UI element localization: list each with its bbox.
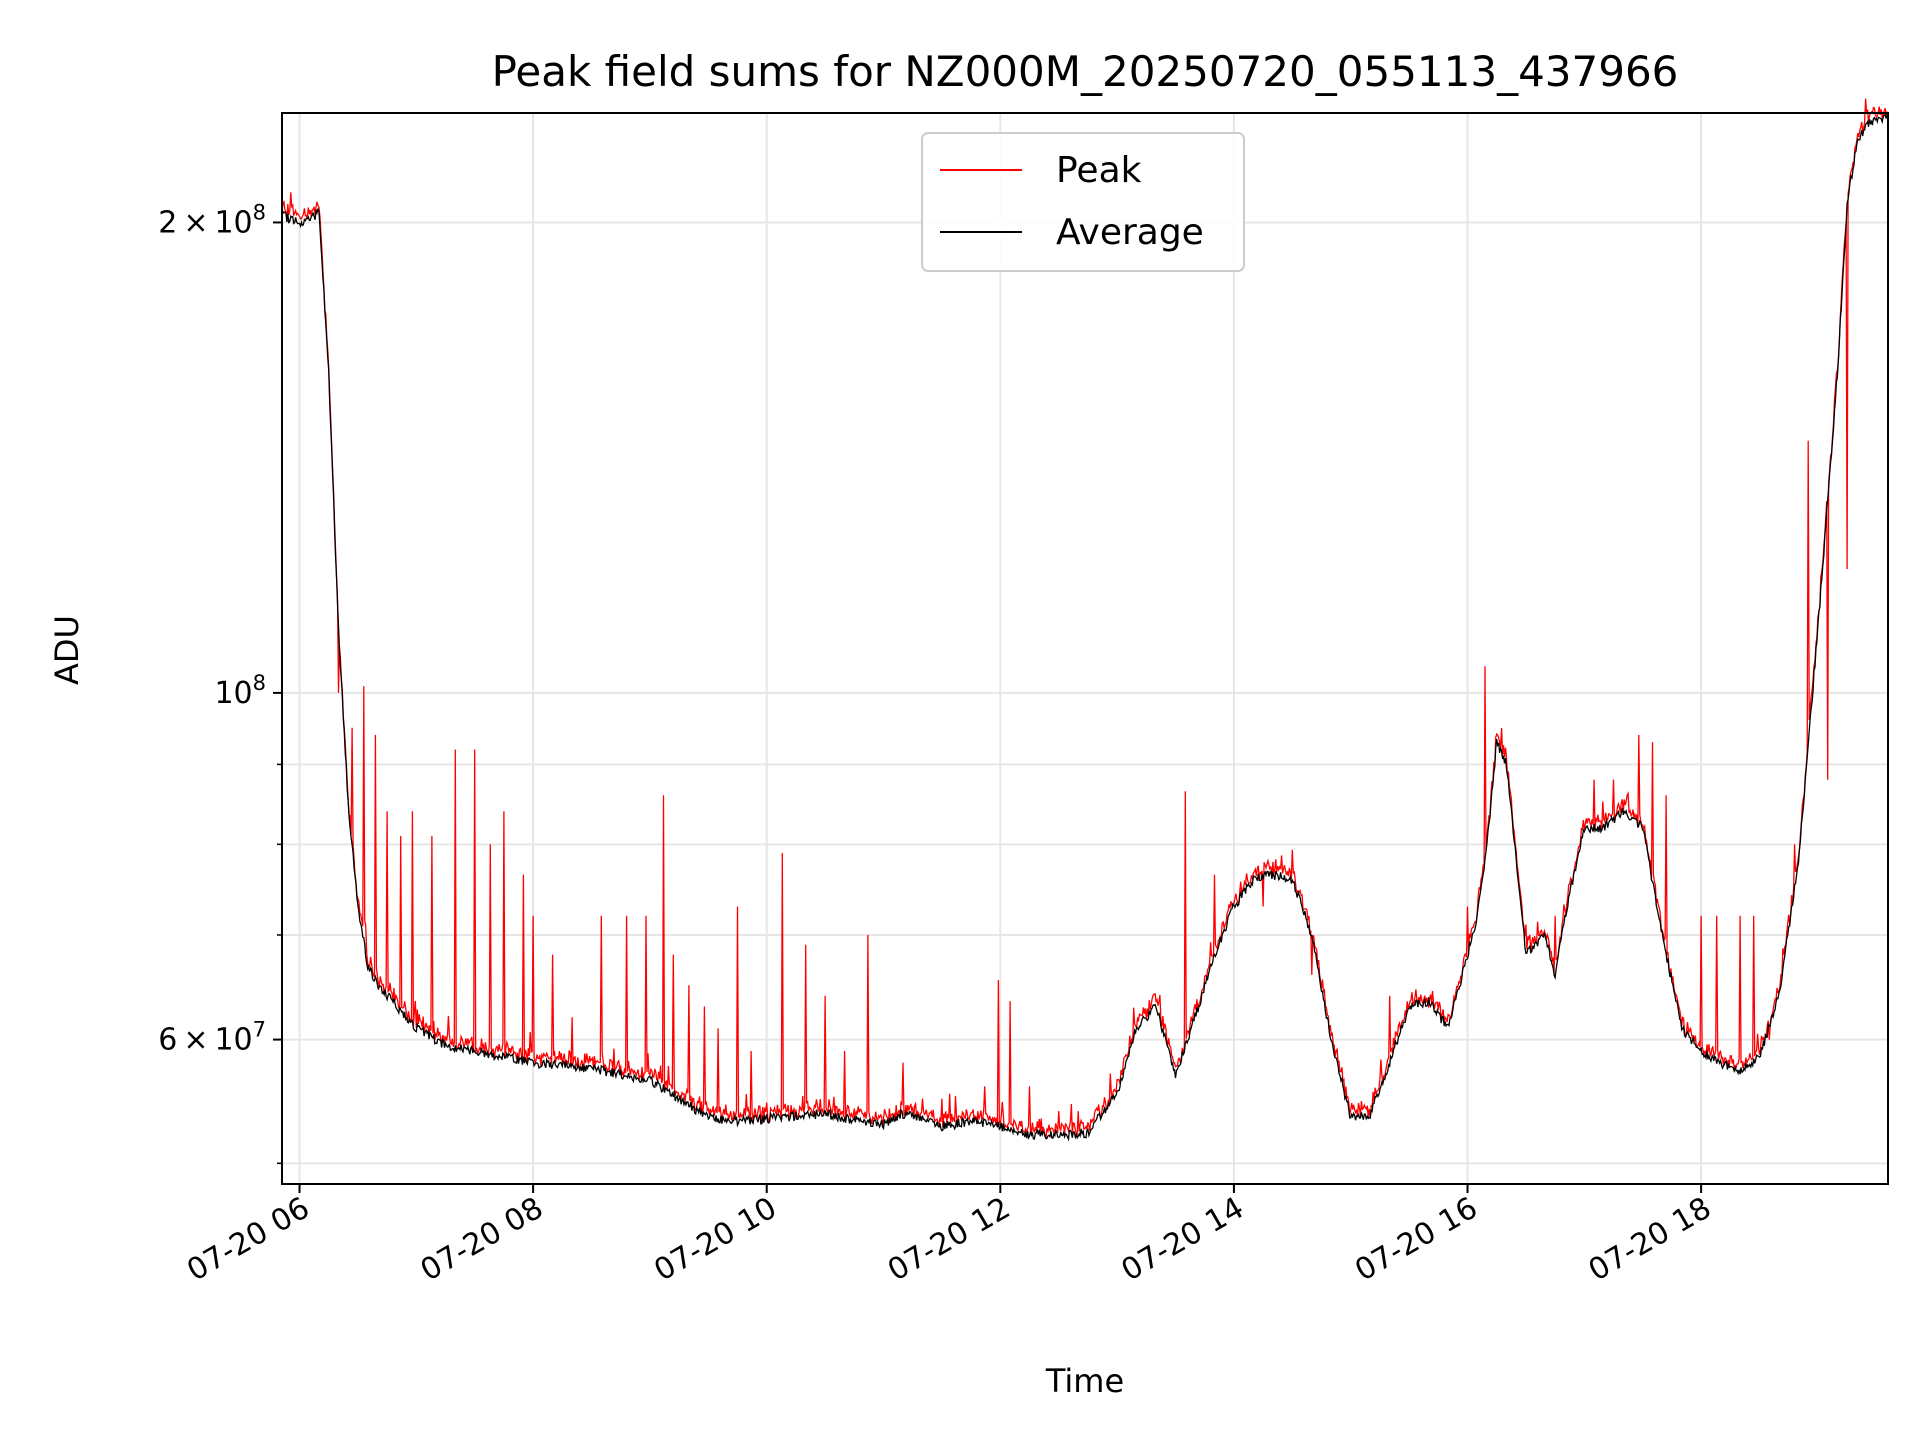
y-tick-label: 108 [214,671,266,711]
y-tick-label: 6 × 107 [158,1018,266,1058]
chart-title: Peak field sums for NZ000M_20250720_0551… [492,47,1679,96]
peak-series-line [281,98,1889,1139]
y-tick-label: 2 × 108 [158,200,266,240]
x-axis-label: Time [1045,1362,1124,1400]
legend-average-label: Average [1056,212,1204,253]
average-series-line [281,114,1889,1142]
plot-frame [281,112,1889,1185]
legend-box [921,132,1245,272]
legend-peak-label: Peak [1056,150,1142,191]
legend: Peak Average [921,132,1245,272]
y-axis-label: ADU [48,615,86,685]
series-layer [281,98,1889,1142]
